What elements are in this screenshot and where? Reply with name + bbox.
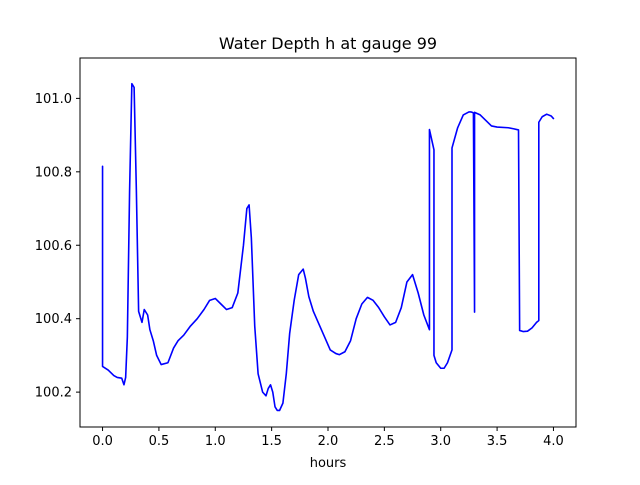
plot-area (101, 82, 555, 412)
y-tick-label: 100.2 (35, 386, 72, 401)
x-axis-ticks: 0.0 0.5 1.0 1.5 2.0 2.5 3.0 3.5 4.0 (92, 427, 564, 449)
x-tick-label: 1.0 (205, 434, 226, 449)
chart-title: Water Depth h at gauge 99 (219, 34, 437, 53)
x-tick-label: 1.5 (261, 434, 282, 449)
x-tick-label: 2.5 (374, 434, 395, 449)
y-axis-ticks: 100.2 100.4 100.6 100.8 101.0 (35, 92, 80, 401)
y-tick-label: 100.4 (35, 312, 72, 327)
y-tick-label: 100.8 (35, 165, 72, 180)
x-tick-label: 0.0 (92, 434, 113, 449)
y-tick-label: 100.6 (35, 239, 72, 254)
x-tick-label: 0.5 (149, 434, 170, 449)
x-tick-label: 2.0 (318, 434, 339, 449)
y-tick-label: 101.0 (35, 92, 72, 107)
x-tick-label: 4.0 (543, 434, 564, 449)
x-tick-label: 3.5 (487, 434, 508, 449)
x-axis-label: hours (310, 456, 347, 471)
series-line-0 (101, 82, 555, 412)
x-tick-label: 3.0 (430, 434, 451, 449)
axes-frame (79, 57, 577, 428)
